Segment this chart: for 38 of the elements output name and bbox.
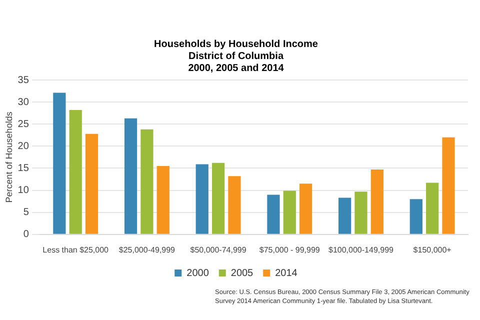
bar [283,190,296,234]
bar [300,184,312,234]
legend-label: 2000 [186,268,210,279]
bar [85,134,98,234]
x-tick-label: $50,000-74,999 [190,245,247,254]
bar [212,162,225,234]
bar [442,137,455,234]
x-tick-label: Less than $25,000 [42,245,110,254]
x-tick-label: $100,000-149,999 [328,245,394,254]
y-axis-title: Percent of Households [4,111,14,203]
y-tick-label: 5 [23,207,30,218]
y-tick-label: 0 [23,229,30,240]
chart-subtitle: District of Columbia 2000, 2005 and 2014 [188,50,284,74]
bar [354,192,368,234]
bar [410,199,422,234]
bar [140,129,154,234]
y-tick-label: 10 [18,185,30,196]
chart-title: Households by Household Income [154,38,318,50]
bar [267,194,280,234]
legend-label: 2014 [275,268,298,279]
y-tick-label: 20 [18,140,30,152]
bar [53,92,66,234]
y-tick-label: 30 [18,96,30,108]
y-tick-label: 15 [18,162,30,174]
bar [156,166,170,234]
y-tick-label: 35 [18,74,30,86]
bar [338,198,352,234]
bar [196,164,208,234]
bar [69,110,82,234]
x-tick-label: $75,000 - 99,999 [259,245,320,254]
x-tick-label: $25,000-49,999 [118,245,176,254]
y-tick-label: 25 [18,118,30,130]
x-tick-label: $150,000+ [413,245,452,254]
bar [228,176,241,234]
bar [124,118,138,234]
legend-label: 2005 [230,268,254,279]
bar [426,182,439,234]
bar [370,170,384,234]
